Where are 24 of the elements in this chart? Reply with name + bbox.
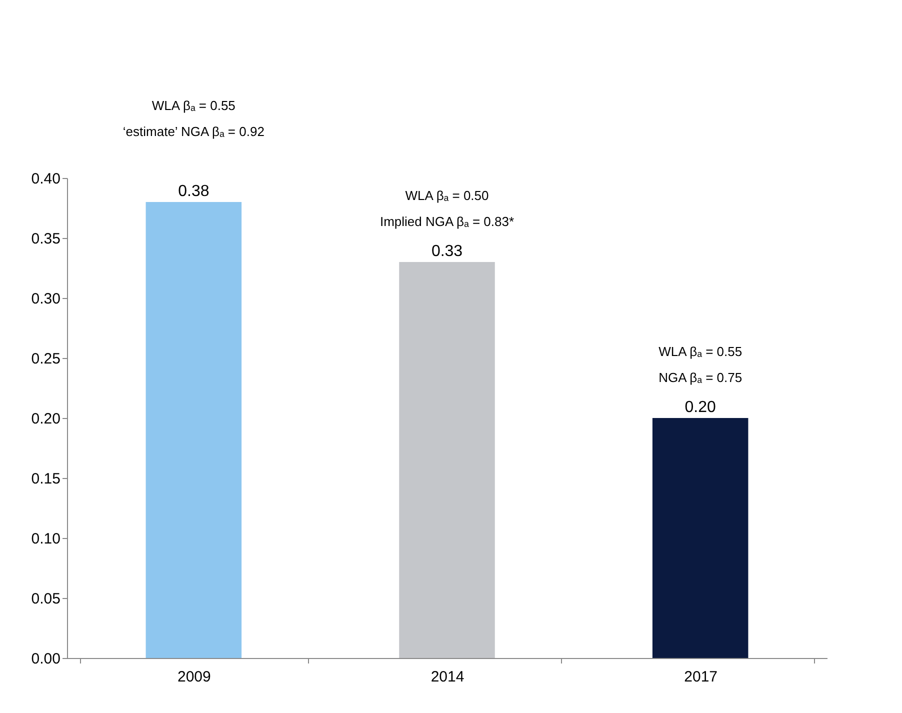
x-tick-label: 2014	[430, 668, 464, 686]
y-tick-label: 0.15	[31, 470, 60, 488]
y-tick-label: 0.00	[31, 650, 60, 668]
data-label: 0.20	[684, 399, 716, 416]
annotation: Implied NGA βₐ = 0.83*	[380, 214, 514, 229]
data-label: 0.33	[431, 243, 463, 260]
y-tick-label: 0.40	[31, 170, 60, 188]
annotation: NGA βₐ = 0.75	[658, 370, 742, 385]
text: WLA βₐ = 0.55	[152, 98, 236, 113]
bar	[652, 418, 748, 658]
bar	[399, 262, 495, 658]
x-tick-label: 2009	[177, 668, 211, 686]
text: ‘estimate’ NGA βₐ = 0.92	[122, 124, 264, 139]
bar	[146, 202, 242, 658]
data-label: 0.38	[178, 183, 210, 200]
y-tick-label: 0.10	[31, 530, 60, 548]
y-tick-label: 0.30	[31, 290, 60, 308]
y-tick-label: 0.25	[31, 350, 60, 368]
y-tick-label: 0.35	[31, 230, 60, 248]
annotation: WLA βₐ = 0.55	[658, 344, 742, 359]
y-tick-label: 0.05	[31, 590, 60, 608]
x-tick-label: 2017	[684, 668, 718, 686]
y-tick-label: 0.20	[31, 410, 60, 428]
annotation: WLA βₐ = 0.50	[405, 188, 489, 203]
